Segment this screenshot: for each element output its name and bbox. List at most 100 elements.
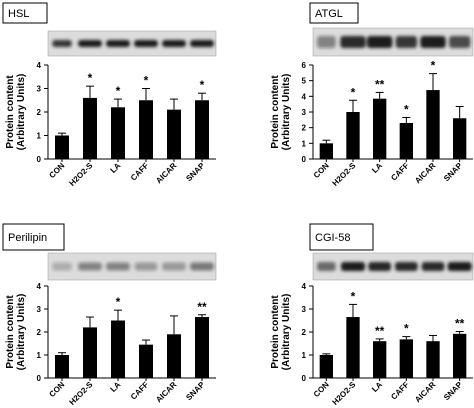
- y-tick-label: 4: [37, 282, 42, 291]
- y-tick-label: 4: [302, 92, 307, 101]
- y-axis-label-line: (Arbitrary Units): [281, 74, 292, 151]
- y-axis-label-line: Protein content: [270, 75, 281, 149]
- y-tick-label: 1: [37, 351, 42, 360]
- x-tick-label: AICAR: [413, 161, 437, 185]
- y-tick-label: 4: [37, 61, 42, 70]
- y-axis-label-line: (Arbitrary Units): [281, 294, 292, 371]
- x-tick-label: CON: [47, 380, 66, 399]
- bar-h2o2-s: [83, 327, 97, 378]
- blot-band: [341, 262, 365, 271]
- x-tick-label: AICAR: [154, 380, 178, 404]
- blot-band: [190, 40, 214, 47]
- y-tick-label: 0: [37, 374, 42, 383]
- blot-band: [134, 262, 158, 271]
- western-blot-image: [312, 27, 474, 57]
- significance-mark: *: [200, 78, 205, 92]
- y-tick-label: 0: [37, 155, 42, 164]
- significance-mark: *: [88, 71, 93, 85]
- x-tick-label: SNAP: [442, 380, 465, 403]
- blot-band: [52, 262, 72, 271]
- bar-aicar: [167, 109, 181, 159]
- y-axis-label: Protein content(Arbitrary Units): [5, 74, 27, 151]
- significance-mark: *: [116, 84, 121, 98]
- panel-title: Perilipin: [8, 232, 47, 244]
- bar-h2o2-s: [346, 317, 360, 378]
- x-tick-label: CAFF: [129, 161, 151, 183]
- y-tick-label: 4: [302, 282, 307, 291]
- bar-snap: [195, 317, 209, 378]
- western-blot-image: [47, 252, 217, 281]
- y-tick-label: 1: [37, 132, 42, 141]
- y-tick-label: 0: [302, 374, 307, 383]
- y-tick-label: 2: [37, 108, 42, 117]
- blot-band: [78, 262, 102, 271]
- panel-atgl: ATGL 0 1 2 3 4 5 6 Protein content(Arbitrary Uni…: [270, 2, 474, 188]
- significance-mark: *: [351, 289, 356, 303]
- significance-mark: **: [455, 317, 465, 331]
- blot-bands: [317, 36, 471, 48]
- x-tick-label: SNAP: [184, 380, 207, 403]
- blot-band: [106, 40, 130, 47]
- blot-bands: [52, 40, 214, 47]
- x-tick-label: CON: [47, 161, 66, 180]
- bar-con: [55, 355, 69, 378]
- x-tick-label: AICAR: [154, 161, 178, 185]
- bar-la: [111, 107, 125, 159]
- bar-h2o2-s: [83, 97, 97, 159]
- significance-mark: **: [197, 300, 207, 314]
- blot-band: [78, 40, 102, 47]
- blot-band: [190, 262, 214, 271]
- panel-title: CGI-58: [315, 232, 350, 244]
- panel-label-box: [2, 2, 48, 24]
- panel-title: ATGL: [315, 8, 343, 20]
- bar-con: [55, 135, 69, 159]
- blot-band: [52, 40, 72, 47]
- y-axis-label-line: (Arbitrary Units): [16, 294, 27, 371]
- panel-title: HSL: [8, 8, 29, 20]
- bar-caff: [139, 344, 153, 378]
- y-tick-label: 3: [302, 305, 307, 314]
- x-tick-label: CAFF: [129, 380, 151, 402]
- y-tick-label: 5: [302, 77, 307, 86]
- y-tick-label: 2: [37, 328, 42, 337]
- y-axis-label-line: (Arbitrary Units): [16, 74, 27, 151]
- blot-band: [420, 36, 446, 48]
- y-axis-label-line: Protein content: [5, 75, 16, 149]
- blot-band: [421, 262, 445, 271]
- western-blot-image: [312, 252, 474, 281]
- y-axis-label-line: Protein content: [5, 295, 16, 369]
- significance-mark: *: [144, 74, 149, 88]
- blot-bands: [317, 262, 472, 271]
- y-tick-label: 0: [302, 155, 307, 164]
- y-axis-label-line: Protein content: [270, 295, 281, 369]
- x-tick-label: SNAP: [184, 161, 207, 184]
- significance-mark: *: [404, 322, 409, 336]
- bar-la: [373, 98, 387, 159]
- significance-mark: **: [375, 324, 385, 338]
- bar-con: [319, 143, 333, 159]
- panel-label-box: [309, 223, 374, 251]
- y-axis-label: Protein content(Arbitrary Units): [270, 74, 292, 151]
- x-tick-label: H2O2-S: [331, 161, 358, 188]
- panel-label-box: [309, 2, 359, 24]
- significance-mark: *: [116, 295, 121, 309]
- significance-mark: *: [404, 102, 409, 116]
- y-tick-label: 2: [302, 124, 307, 133]
- bar-caff: [139, 100, 153, 159]
- western-blot-image: [47, 30, 217, 57]
- x-tick-label: LA: [370, 161, 384, 175]
- blot-band: [367, 36, 393, 48]
- bar-caff: [399, 339, 413, 378]
- bar-aicar: [167, 334, 181, 378]
- blot-band: [162, 40, 186, 47]
- bar-caff: [399, 122, 413, 159]
- blot-band: [447, 262, 472, 271]
- panel-hsl: HSL 0 1 2 3 4 Protein content(Arbitrary Units)…: [2, 2, 217, 188]
- y-axis-label: Protein content(Arbitrary Units): [5, 294, 27, 371]
- y-axis-label: Protein content(Arbitrary Units): [270, 294, 292, 371]
- x-tick-label: SNAP: [442, 161, 465, 184]
- blot-band: [162, 262, 186, 271]
- x-tick-label: CON: [312, 161, 331, 180]
- blot-band: [340, 36, 366, 48]
